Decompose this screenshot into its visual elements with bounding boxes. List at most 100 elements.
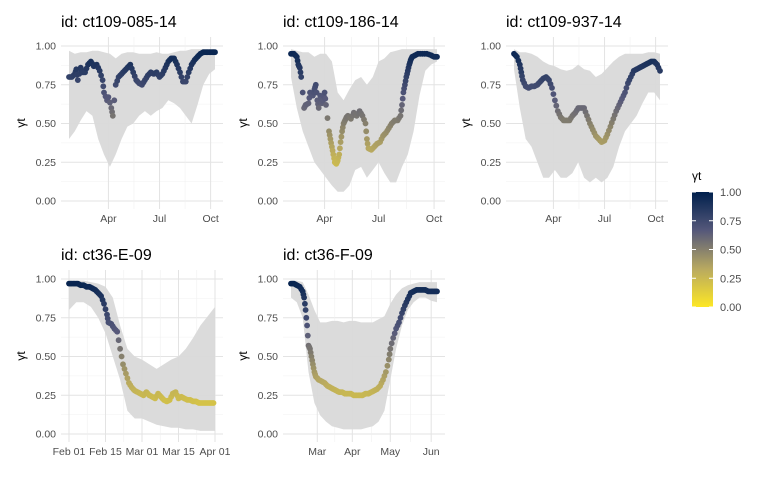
- data-point: [301, 294, 307, 301]
- legend-tick-label: 0.75: [720, 216, 741, 228]
- data-point: [73, 66, 80, 73]
- x-tick-label: Feb 15: [89, 446, 122, 458]
- data-point: [101, 300, 107, 307]
- y-tick-label: 0.75: [258, 312, 279, 324]
- data-point: [124, 375, 131, 382]
- data-point: [363, 128, 370, 135]
- data-point: [434, 288, 440, 295]
- data-point: [96, 67, 103, 74]
- points: [66, 49, 218, 119]
- y-tick-label: 1.00: [258, 41, 279, 53]
- data-point: [305, 100, 312, 107]
- points: [288, 50, 440, 167]
- data-point: [399, 95, 406, 102]
- legend-tick-label: 0.00: [720, 302, 741, 314]
- x-tick-label: Feb 01: [53, 446, 86, 458]
- data-point: [323, 102, 329, 108]
- y-axis-label: γt: [14, 118, 28, 128]
- y-tick-label: 0.25: [481, 157, 502, 169]
- panel-title: id: ct109-937-14: [506, 14, 622, 31]
- data-point: [296, 64, 303, 71]
- color-legend: γt 1.00 0.75 0.50 0.25 0.00: [692, 169, 741, 314]
- data-point: [549, 85, 555, 91]
- legend-tick-label: 0.50: [720, 245, 741, 257]
- data-point: [397, 314, 404, 321]
- data-point: [210, 400, 217, 406]
- data-point: [115, 337, 122, 344]
- panel-1: 1.00 0.75 0.50 0.25 0.00 Apr Jul Oct id: ct109-0…: [14, 14, 223, 225]
- data-point: [299, 89, 306, 96]
- data-point: [322, 95, 329, 102]
- data-point: [99, 77, 106, 83]
- data-point: [123, 370, 129, 377]
- legend-tick-label: 1.00: [720, 187, 741, 199]
- y-tick-label: 0.00: [36, 429, 57, 441]
- data-point: [396, 319, 402, 326]
- x-tick-label: Jul: [153, 213, 166, 225]
- y-tick-label: 0.25: [36, 390, 57, 402]
- y-tick-label: 0.75: [36, 312, 57, 324]
- y-tick-label: 1.00: [258, 274, 279, 286]
- data-point: [302, 307, 309, 313]
- data-point: [102, 306, 109, 313]
- uncertainty-ribbon: [69, 49, 215, 167]
- data-point: [100, 83, 107, 90]
- data-point: [315, 105, 322, 111]
- data-point: [434, 53, 440, 60]
- panels: 1.00 0.75 0.50 0.25 0.00 Apr Jul Oct id: ct109-0…: [14, 14, 668, 458]
- data-point: [387, 345, 394, 352]
- data-point: [321, 89, 328, 96]
- data-point: [114, 328, 121, 335]
- x-tick-label: Jul: [372, 213, 385, 225]
- data-point: [184, 74, 191, 80]
- data-point: [622, 89, 628, 96]
- data-point: [302, 300, 308, 307]
- data-point: [338, 133, 345, 140]
- data-point: [364, 136, 370, 142]
- panel-3: 1.00 0.75 0.50 0.25 0.00 Apr Jul Oct id: ct109-9…: [459, 14, 668, 225]
- y-tick-label: 0.50: [36, 351, 57, 363]
- y-tick-label: 1.00: [36, 41, 57, 53]
- data-point: [98, 72, 104, 79]
- data-point: [623, 85, 630, 91]
- legend-colorbar: [692, 192, 713, 307]
- x-tick-label: Oct: [202, 213, 218, 225]
- data-point: [182, 78, 189, 85]
- y-tick-label: 0.50: [36, 118, 57, 130]
- data-point: [337, 139, 344, 146]
- data-point: [384, 362, 391, 369]
- panel-4: 1.00 0.75 0.50 0.25 0.00 Feb 01 Feb 15 Mar 01 Ma…: [14, 247, 231, 458]
- x-tick-label: May: [380, 446, 401, 458]
- points: [288, 280, 440, 399]
- data-point: [120, 361, 126, 368]
- y-tick-label: 0.75: [258, 79, 279, 91]
- y-axis-label: γt: [459, 118, 473, 128]
- data-point: [399, 102, 405, 108]
- y-tick-label: 0.75: [481, 79, 502, 91]
- data-point: [304, 332, 311, 339]
- y-tick-label: 0.50: [258, 351, 279, 363]
- data-point: [386, 351, 393, 358]
- data-point: [385, 356, 392, 363]
- data-point: [297, 69, 304, 76]
- data-point: [390, 335, 397, 341]
- data-point: [388, 340, 395, 347]
- x-tick-label: Mar 15: [162, 446, 195, 458]
- data-point: [178, 74, 185, 80]
- y-axis-label: γt: [236, 351, 250, 361]
- x-tick-label: Mar: [308, 446, 327, 458]
- data-point: [118, 353, 125, 360]
- data-point: [177, 69, 183, 76]
- data-point: [657, 67, 663, 74]
- data-point: [111, 97, 118, 104]
- panel-2: 1.00 0.75 0.50 0.25 0.00 Apr Jul Oct id: ct109-1…: [236, 14, 445, 225]
- data-point: [398, 107, 405, 114]
- x-tick-label: Oct: [426, 213, 442, 225]
- x-tick-label: Oct: [647, 213, 663, 225]
- data-point: [337, 145, 343, 152]
- data-point: [312, 81, 319, 88]
- data-point: [552, 97, 558, 104]
- y-tick-label: 0.75: [36, 79, 57, 91]
- x-tick-label: Jul: [598, 213, 611, 225]
